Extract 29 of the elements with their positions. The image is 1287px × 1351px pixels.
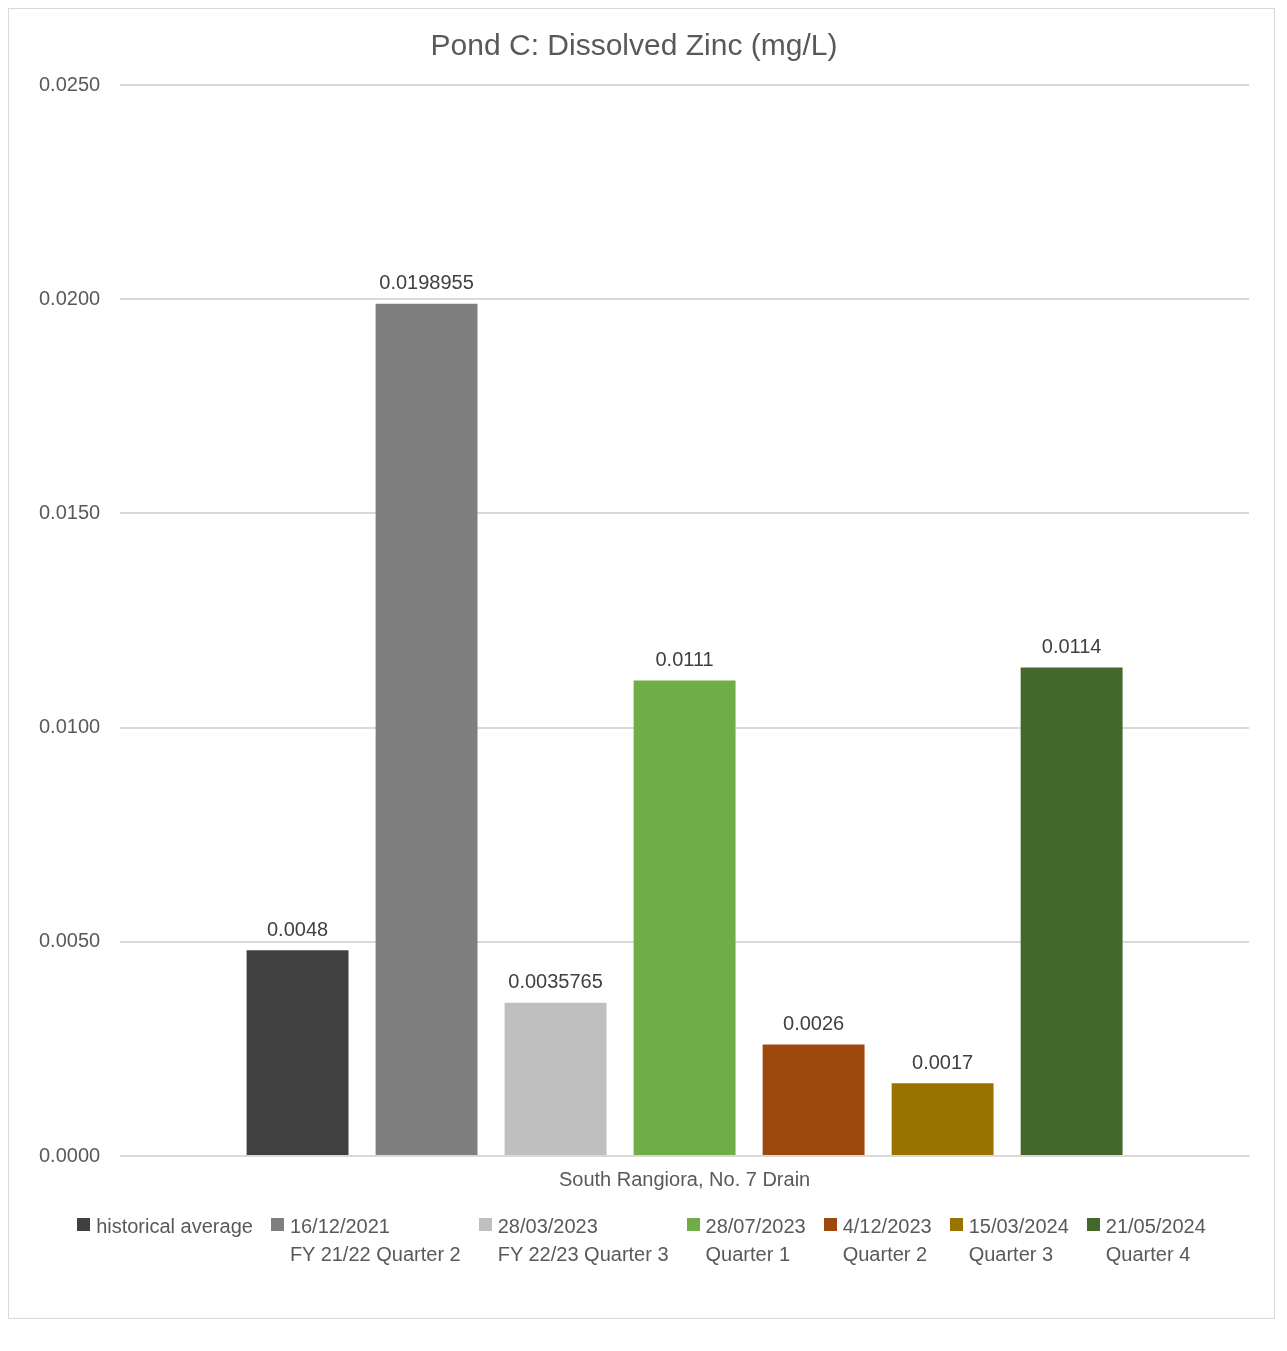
data-label: 0.0114 (1041, 635, 1102, 658)
y-tick-label: 0.0050 (39, 929, 101, 952)
bar (891, 1083, 994, 1155)
y-tick-label: 0.0250 (39, 72, 101, 95)
bar (762, 1044, 865, 1155)
data-label: 0.0017 (912, 1050, 974, 1073)
bar (1020, 667, 1123, 1155)
y-tick-label: 0.0150 (39, 500, 101, 523)
x-tick-label: South Rangiora, No. 7 Drain (558, 1167, 811, 1190)
chart-title: Pond C: Dissolved Zinc (mg/L) (430, 28, 838, 62)
y-tick-label: 0.0100 (39, 715, 101, 738)
legend-label: 4/12/2023 Quarter 2 (842, 1214, 932, 1267)
data-label: 0.0026 (783, 1012, 845, 1035)
bar (375, 303, 478, 1155)
bar (633, 680, 736, 1155)
bar (246, 950, 349, 1155)
y-tick-label: 0.0000 (39, 1143, 101, 1166)
legend-label: 21/05/2024 Quarter 4 (1105, 1214, 1206, 1267)
data-label: 0.0035765 (508, 970, 603, 993)
legend-label: historical average (96, 1214, 253, 1239)
y-tick-label: 0.0200 (39, 286, 101, 309)
legend-label: 28/03/2023 FY 22/23 Quarter 3 (497, 1214, 669, 1267)
legend-label: 16/12/2021 FY 21/22 Quarter 2 (289, 1214, 461, 1267)
data-label: 0.0111 (655, 647, 714, 670)
legend-label: 15/03/2024 Quarter 3 (968, 1214, 1069, 1267)
bar (504, 1002, 607, 1155)
data-label: 0.0048 (266, 917, 329, 940)
data-label: 0.0198955 (379, 271, 474, 294)
legend-label: 28/07/2023 Quarter 1 (705, 1214, 806, 1267)
